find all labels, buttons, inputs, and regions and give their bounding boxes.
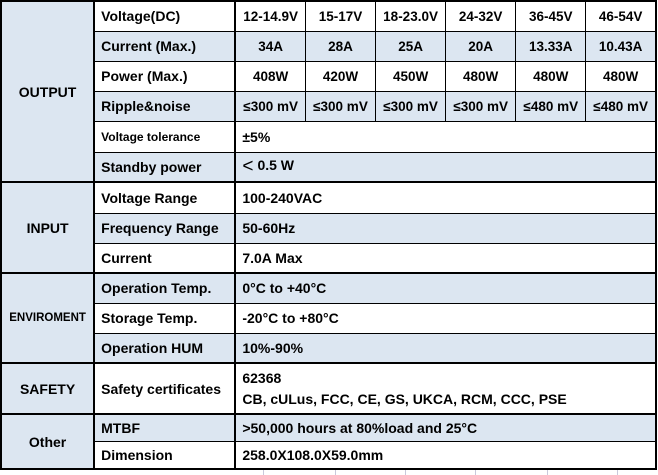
param-cell-mtbf: MTBF <box>93 413 236 442</box>
param-cell-voltage-tolerance: Voltage tolerance <box>93 120 236 153</box>
value-cell-frequency-range: 50-60Hz <box>234 212 657 244</box>
value-cell: 34A <box>234 30 306 62</box>
value-cell: ≤300 mV <box>304 90 377 122</box>
standby-power-value: 0.5 W <box>257 156 295 173</box>
category-cell-output: OUTPUT <box>0 0 96 183</box>
value-cell: 450W <box>375 60 447 92</box>
table-row: SAFETY Safety certificates 62368 CB, cUL… <box>0 362 657 415</box>
spreadsheet-gridline-strip <box>0 470 658 475</box>
value-cell: 15-17V <box>304 0 377 32</box>
value-cell: 480W <box>445 60 517 92</box>
param-cell-storage-temp: Storage Temp. <box>93 302 236 334</box>
value-cell-dimension: 258.0X108.0X59.0mm <box>234 440 657 470</box>
value-cell-voltage-range: 100-240VAC <box>234 181 657 214</box>
value-cell: 480W <box>515 60 587 92</box>
table-row: Current 7.0A Max <box>1 242 657 274</box>
value-cell: 28A <box>304 30 377 62</box>
value-cell: 24-32V <box>445 0 517 32</box>
value-cell: ≤480 mV <box>515 90 587 122</box>
value-cell: 20A <box>445 30 517 62</box>
gridline-tick <box>263 470 264 475</box>
less-than-sign: < <box>242 155 254 177</box>
param-cell-operation-hum: Operation HUM <box>93 332 236 364</box>
param-cell-voltage-range: Voltage Range <box>93 181 236 214</box>
param-cell-power-max: Power (Max.) <box>93 60 236 92</box>
param-cell-current-max: Current (Max.) <box>93 30 236 62</box>
gridline-tick <box>475 470 476 475</box>
param-cell-dimension: Dimension <box>93 440 236 470</box>
value-cell: 46-54V <box>585 0 657 32</box>
category-cell-other: Other <box>0 413 96 470</box>
value-cell: 12-14.9V <box>234 0 306 32</box>
value-cell-input-current: 7.0A Max <box>234 242 657 274</box>
table-row: ENVIROMENT Operation Temp. 0°C to +40°C <box>0 272 657 364</box>
param-cell-frequency-range: Frequency Range <box>93 212 236 244</box>
table-row: Other MTBF >50,000 hours at 80%load and … <box>0 413 657 470</box>
gridline-tick <box>547 470 548 475</box>
param-cell-input-current: Current <box>93 242 236 274</box>
safety-certificates-list: CB, cULus, FCC, CE, GS, UKCA, RCM, CCC, … <box>242 390 567 407</box>
value-cell-mtbf: >50,000 hours at 80%load and 25°C <box>234 413 657 442</box>
value-cell: 408W <box>234 60 306 92</box>
param-cell-voltage-dc: Voltage(DC) <box>93 0 236 32</box>
gridline-tick <box>335 470 336 475</box>
table-row: Operation HUM 10%-90% <box>1 332 657 364</box>
table-row: Frequency Range 50-60Hz <box>1 212 657 244</box>
value-cell: ≤300 mV <box>375 90 447 122</box>
value-cell-operation-hum: 10%-90% <box>234 332 657 364</box>
table-row: Voltage tolerance ±5% <box>1 120 657 153</box>
value-cell-standby-power: <0.5 W <box>234 151 657 183</box>
safety-standard: 62368 <box>242 369 282 386</box>
param-cell-operation-temp: Operation Temp. <box>93 272 236 304</box>
value-cell: 25A <box>375 30 447 62</box>
value-cell: 13.33A <box>515 30 587 62</box>
value-cell: ≤480 mV <box>585 90 657 122</box>
value-cell: 420W <box>304 60 377 92</box>
value-cell-storage-temp: -20°C to +80°C <box>234 302 657 334</box>
value-cell: 36-45V <box>515 0 587 32</box>
table-row: INPUT Voltage Range 100-240VAC <box>0 181 657 274</box>
value-cell: 10.43A <box>585 30 657 62</box>
param-cell-ripple-noise: Ripple&noise <box>93 90 236 122</box>
category-cell-environment: ENVIROMENT <box>0 272 96 364</box>
table-row: Current (Max.) 34A 28A 25A 20A 13.33A 10… <box>1 30 657 62</box>
param-cell-safety-certificates: Safety certificates <box>93 362 236 415</box>
value-cell: ≤300 mV <box>234 90 306 122</box>
gridline-tick <box>405 470 406 475</box>
table-row: Ripple&noise ≤300 mV ≤300 mV ≤300 mV ≤30… <box>1 90 657 122</box>
category-cell-input: INPUT <box>0 181 96 274</box>
value-cell: 18-23.0V <box>375 0 447 32</box>
table-row: Standby power <0.5 W <box>1 151 657 183</box>
category-cell-safety: SAFETY <box>0 362 96 415</box>
value-cell-voltage-tolerance: ±5% <box>234 120 657 153</box>
param-cell-standby-power: Standby power <box>93 151 236 183</box>
table-row: Power (Max.) 408W 420W 450W 480W 480W 48… <box>1 60 657 92</box>
gridline-tick <box>617 470 618 475</box>
table-row: OUTPUT Voltage(DC) 12-14.9V 15-17V 18-23… <box>0 0 657 183</box>
value-cell-safety-certificates: 62368 CB, cULus, FCC, CE, GS, UKCA, RCM,… <box>234 362 657 415</box>
value-cell-operation-temp: 0°C to +40°C <box>234 272 657 304</box>
value-cell: ≤300 mV <box>445 90 517 122</box>
table-row: Storage Temp. -20°C to +80°C <box>1 302 657 334</box>
value-cell: 480W <box>585 60 657 92</box>
table-row: Dimension 258.0X108.0X59.0mm <box>1 440 657 470</box>
